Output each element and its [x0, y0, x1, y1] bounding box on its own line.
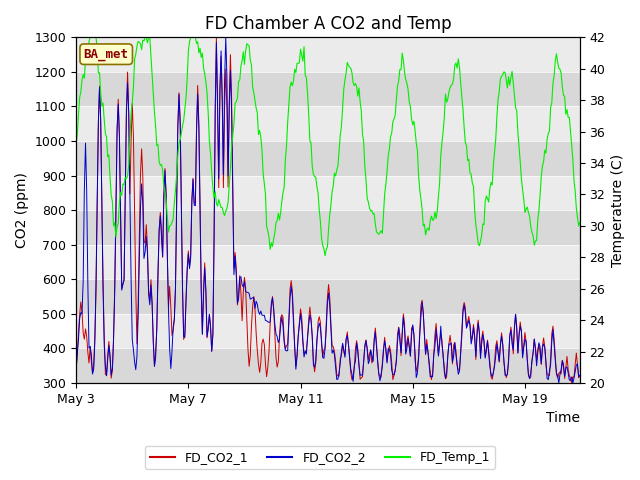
Bar	[76, 210, 580, 245]
Bar	[76, 107, 580, 141]
Bar	[76, 72, 580, 107]
Bar	[76, 279, 580, 314]
Bar	[76, 176, 580, 210]
Y-axis label: CO2 (ppm): CO2 (ppm)	[15, 172, 29, 248]
Legend: FD_CO2_1, FD_CO2_2, FD_Temp_1: FD_CO2_1, FD_CO2_2, FD_Temp_1	[145, 446, 495, 469]
Text: Time: Time	[546, 411, 580, 425]
Text: BA_met: BA_met	[84, 48, 129, 60]
Y-axis label: Temperature (C): Temperature (C)	[611, 154, 625, 267]
Title: FD Chamber A CO2 and Temp: FD Chamber A CO2 and Temp	[205, 15, 451, 33]
Bar	[76, 141, 580, 176]
Bar	[76, 314, 580, 348]
Bar	[76, 348, 580, 383]
Bar	[76, 245, 580, 279]
Bar	[76, 37, 580, 72]
